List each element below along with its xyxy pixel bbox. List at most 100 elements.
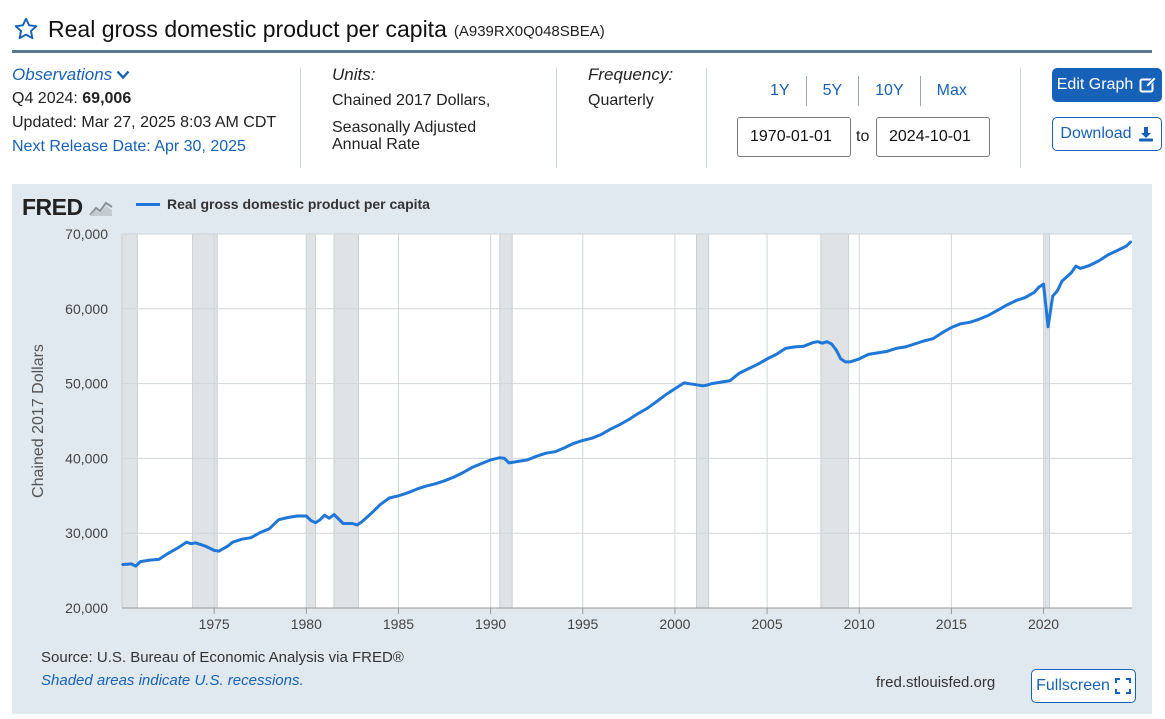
data-point — [766, 358, 768, 360]
data-point — [185, 541, 188, 543]
units-label: Units: — [332, 65, 376, 84]
data-point — [268, 527, 271, 530]
data-point — [1005, 304, 1008, 306]
data-point — [582, 439, 584, 442]
data-point — [803, 345, 805, 347]
data-point — [517, 460, 520, 463]
data-point — [886, 350, 888, 353]
observations-label: Observations — [12, 65, 113, 84]
star-outline-icon[interactable] — [12, 15, 40, 43]
data-point — [793, 346, 796, 348]
fred-url[interactable]: fred.stlouisfed.org — [876, 674, 996, 691]
fullscreen-label: Fullscreen — [1036, 677, 1110, 694]
download-button[interactable]: Download — [1052, 117, 1162, 151]
data-point — [609, 428, 612, 430]
data-point — [1015, 299, 1017, 302]
data-point — [817, 340, 819, 343]
data-point — [1047, 326, 1049, 328]
latest-observation: Q4 2024: 69,006 — [12, 91, 276, 107]
updated-timestamp: Updated: Mar 27, 2025 8:03 AM CDT — [12, 114, 277, 131]
data-point — [904, 346, 907, 348]
range-10y-button[interactable]: 10Y — [859, 76, 921, 106]
data-point — [397, 495, 400, 497]
data-point — [526, 459, 529, 461]
range-max-button[interactable]: Max — [936, 82, 967, 99]
data-point — [296, 515, 298, 517]
data-point — [360, 521, 363, 523]
line-chart[interactable]: 20,000 30,000 40,000 50,000 60,000 70,000 1975… — [12, 184, 1152, 644]
recession-band — [695, 233, 710, 609]
data-point — [628, 418, 630, 421]
fred-logo-text: FRED — [22, 194, 83, 220]
data-point — [204, 545, 206, 547]
data-point — [1130, 240, 1132, 243]
y-tick-label: 50,000 — [65, 376, 108, 392]
data-point — [190, 542, 192, 545]
data-point — [356, 524, 358, 526]
download-label: Download — [1060, 125, 1132, 142]
data-point — [499, 456, 501, 459]
end-date-input[interactable] — [876, 117, 990, 157]
page-header: Real gross domestic product per capita (… — [12, 8, 1152, 50]
x-tick-label: 1985 — [383, 616, 414, 632]
y-tick-label: 60,000 — [65, 301, 108, 317]
observations-panel: Observations Q4 2024: 69,006 Updated: Ma… — [12, 66, 276, 155]
edit-graph-label: Edit Graph — [1056, 76, 1134, 93]
recession-band — [192, 233, 218, 609]
chevron-down-icon — [116, 70, 130, 79]
data-point — [711, 382, 713, 385]
units-line-2: Seasonally Adjusted — [332, 118, 477, 136]
data-point — [434, 483, 437, 485]
series-line — [121, 240, 1133, 568]
data-point — [706, 384, 708, 386]
fullscreen-button[interactable]: Fullscreen — [1031, 669, 1136, 703]
recession-band — [121, 233, 138, 609]
data-point — [535, 455, 538, 458]
observations-link[interactable]: Observations — [12, 66, 276, 83]
range-1y-button[interactable]: 1Y — [754, 76, 807, 106]
source-note: Source: U.S. Bureau of Economic Analysis… — [41, 649, 404, 666]
data-point — [969, 321, 971, 324]
x-tick-label: 2000 — [659, 616, 690, 632]
y-axis-label: Chained 2017 Dollars — [30, 344, 47, 498]
data-point — [687, 382, 690, 385]
data-point — [1079, 267, 1082, 270]
data-point — [508, 462, 510, 464]
data-point — [167, 552, 169, 555]
data-point — [1042, 283, 1045, 285]
date-range-to-label: to — [856, 128, 870, 145]
data-point — [158, 558, 160, 561]
data-point — [328, 517, 331, 519]
data-point — [1107, 254, 1109, 256]
data-point — [996, 309, 999, 312]
x-tick-label: 2005 — [751, 616, 782, 632]
start-date-input[interactable] — [737, 117, 851, 157]
data-point — [554, 450, 556, 453]
chart-legend: Real gross domestic product per capita — [136, 196, 430, 212]
data-point — [351, 522, 354, 525]
edit-graph-button[interactable]: Edit Graph — [1052, 68, 1162, 102]
data-point — [259, 531, 261, 534]
meta-divider — [556, 68, 557, 168]
latest-observation-value: 69,006 — [82, 90, 132, 107]
data-point — [830, 343, 833, 345]
data-point — [637, 412, 639, 415]
recession-band — [499, 233, 513, 609]
data-point — [821, 342, 824, 344]
y-tick-label: 70,000 — [65, 226, 108, 242]
data-point — [333, 513, 335, 516]
recession-band — [305, 233, 317, 609]
data-point — [738, 372, 741, 374]
range-buttons: 1Y 5Y 10Y Max — [754, 76, 983, 106]
data-point — [453, 476, 455, 478]
units-panel: Units: Chained 2017 Dollars, Seasonally … — [332, 66, 490, 153]
recession-band — [820, 233, 850, 609]
range-5y-button[interactable]: 5Y — [807, 76, 860, 106]
data-point — [950, 326, 953, 329]
data-point — [379, 504, 381, 506]
latest-observation-label: Q4 2024: — [12, 90, 78, 107]
frequency-label: Frequency: — [588, 65, 674, 84]
next-release-link[interactable]: Next Release Date: Apr 30, 2025 — [12, 138, 246, 155]
data-point — [388, 497, 391, 499]
y-tick-label: 40,000 — [65, 450, 108, 466]
